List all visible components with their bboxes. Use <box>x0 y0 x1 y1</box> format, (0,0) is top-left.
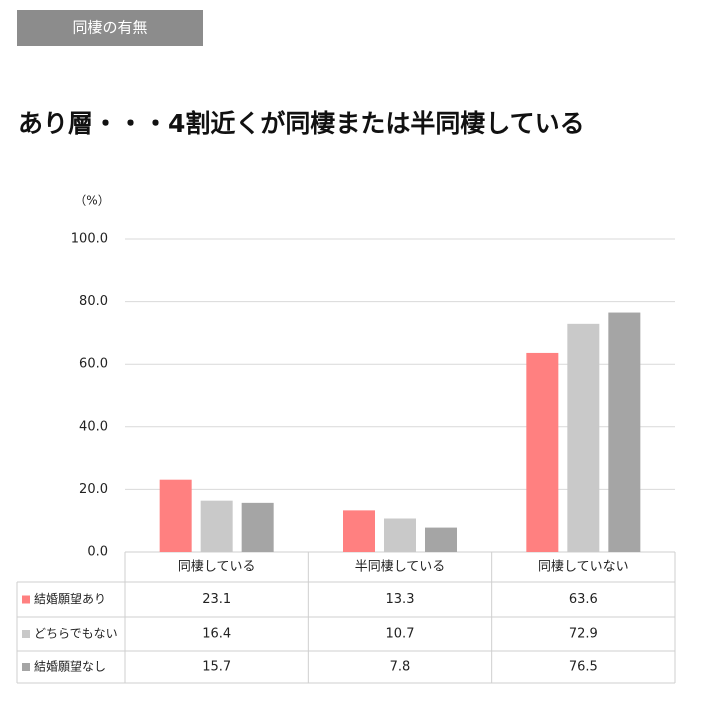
header-tag: 同棲の有無 <box>72 19 147 37</box>
table-value: 23.1 <box>202 592 231 607</box>
bar <box>608 312 641 552</box>
bar <box>241 502 274 552</box>
table-value: 16.4 <box>202 627 231 642</box>
legend-label: 結婚願望なし <box>34 660 106 674</box>
y-tick-label: 0.0 <box>87 545 108 560</box>
legend-label: どちらでもない <box>34 627 118 641</box>
bar <box>526 352 559 552</box>
bar <box>384 518 416 552</box>
bar <box>343 510 375 552</box>
table-value: 63.6 <box>569 592 598 607</box>
y-tick-label: 100.0 <box>71 232 108 247</box>
bar <box>159 479 192 552</box>
y-tick-label: 20.0 <box>79 482 108 497</box>
legend-swatch <box>22 595 30 604</box>
chart-title: あり層・・・4割近くが同棲または半同棲している <box>18 109 585 138</box>
table-value: 7.8 <box>390 660 411 675</box>
y-unit: （%） <box>74 194 109 208</box>
table-value: 15.7 <box>202 660 231 675</box>
header-tag-box <box>17 10 203 46</box>
x-tick-label: 同棲していない <box>538 560 629 575</box>
y-tick-label: 60.0 <box>79 357 108 372</box>
bar <box>200 500 233 552</box>
bar <box>425 527 457 552</box>
legend-swatch <box>22 663 30 671</box>
legend-label: 結婚願望あり <box>34 592 106 606</box>
x-tick-label: 同棲している <box>178 560 256 575</box>
bar <box>567 323 600 552</box>
table-value: 13.3 <box>386 592 415 607</box>
legend-swatch <box>22 630 30 638</box>
y-tick-label: 40.0 <box>79 419 108 434</box>
y-tick-label: 80.0 <box>79 294 108 309</box>
table-value: 76.5 <box>569 660 598 675</box>
table-value: 10.7 <box>386 627 415 642</box>
table-value: 72.9 <box>569 627 598 642</box>
x-tick-label: 半同棲している <box>355 560 446 575</box>
